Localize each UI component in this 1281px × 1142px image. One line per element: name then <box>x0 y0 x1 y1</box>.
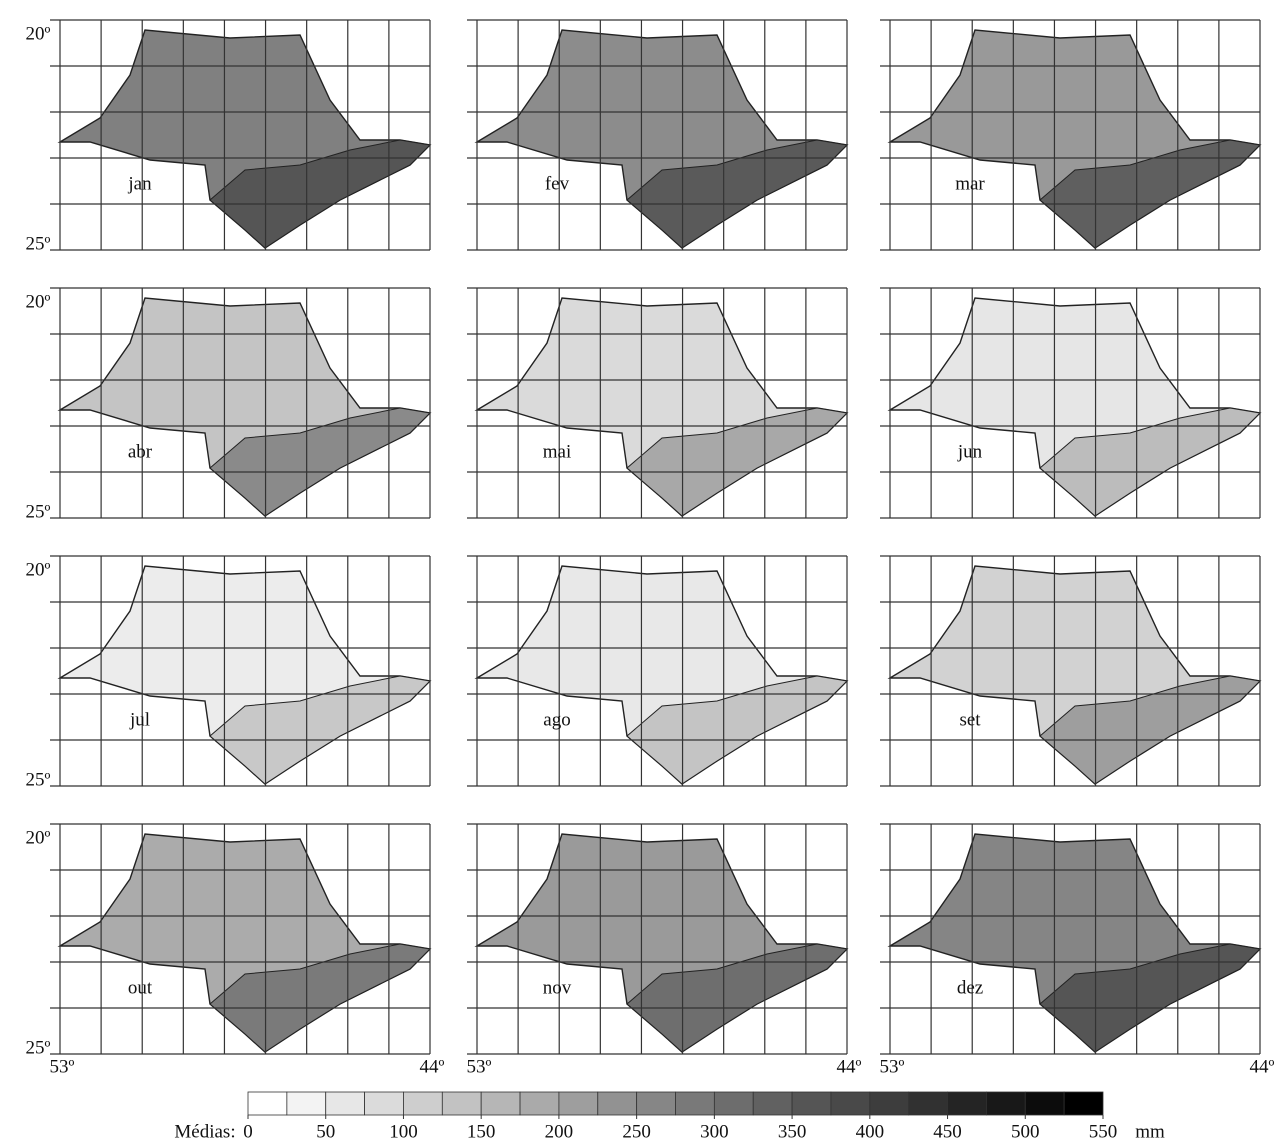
colorbar-segment <box>830 1091 871 1116</box>
colorbar-segment <box>636 1091 676 1116</box>
colorbar-segment <box>364 1091 404 1116</box>
month-label: ago <box>543 709 570 730</box>
colorbar-segment <box>1063 1091 1104 1116</box>
map-panel: abr <box>50 287 432 519</box>
colorbar-segment <box>403 1091 443 1116</box>
legend-unit: mm <box>1135 1121 1165 1142</box>
colorbar-segment <box>558 1091 599 1116</box>
colorbar-tick-label: 0 <box>243 1121 253 1142</box>
colorbar-tick-label: 350 <box>778 1121 807 1142</box>
colorbar-segment <box>247 1091 288 1116</box>
map-panel: nov <box>467 823 849 1055</box>
lat-label: 25º <box>26 1037 51 1058</box>
colorbar-segment <box>286 1091 327 1116</box>
month-label: set <box>959 709 981 730</box>
colorbar-segment <box>947 1091 987 1116</box>
month-label: jun <box>957 441 983 462</box>
month-label: jul <box>129 709 150 730</box>
colorbar-tick-label: 400 <box>856 1121 885 1142</box>
colorbar-segment <box>441 1091 482 1116</box>
colorbar-segment <box>480 1091 521 1116</box>
lon-label: 44º <box>837 1056 862 1077</box>
month-label: nov <box>543 977 572 998</box>
colorbar-tick-label: 200 <box>545 1121 574 1142</box>
colorbar-tick-label: 150 <box>467 1121 496 1142</box>
month-label: mar <box>955 173 985 194</box>
lat-label: 20º <box>26 23 51 44</box>
colorbar-segment <box>986 1091 1026 1116</box>
map-panel: jul <box>50 555 432 787</box>
month-label: mai <box>543 441 572 462</box>
colorbar-segment <box>869 1091 910 1116</box>
colorbar-tick-label: 550 <box>1089 1121 1118 1142</box>
colorbar-tick-label: 300 <box>700 1121 729 1142</box>
lon-label: 53º <box>467 1056 492 1077</box>
map-panel: mai <box>467 287 849 519</box>
lon-label: 44º <box>1250 1056 1275 1077</box>
map-panel: mar <box>880 19 1262 251</box>
colorbar-segment <box>1024 1091 1065 1116</box>
lat-label: 25º <box>26 501 51 522</box>
colorbar-segment <box>908 1091 948 1116</box>
colorbar-tick-label: 500 <box>1011 1121 1040 1142</box>
lat-label: 20º <box>26 291 51 312</box>
map-panel: ago <box>467 555 849 787</box>
colorbar-tick-label: 100 <box>389 1121 418 1142</box>
lon-label: 53º <box>880 1056 905 1077</box>
month-label: out <box>128 977 153 998</box>
month-label: dez <box>957 977 983 998</box>
month-label: jan <box>127 173 152 194</box>
colorbar-tick-label: 450 <box>933 1121 962 1142</box>
map-panel: dez <box>880 823 1262 1055</box>
colorbar-segment <box>597 1091 638 1116</box>
map-panel: jan <box>50 19 432 251</box>
colorbar-segment <box>713 1091 754 1116</box>
map-panel: jun <box>880 287 1262 519</box>
lat-label: 20º <box>26 559 51 580</box>
map-panel: out <box>50 823 432 1055</box>
lat-label: 25º <box>26 769 51 790</box>
colorbar-segment <box>519 1091 560 1116</box>
month-label: fev <box>545 173 570 194</box>
lat-label: 20º <box>26 827 51 848</box>
colorbar-segment <box>752 1091 793 1116</box>
colorbar-segment <box>325 1091 365 1116</box>
legend-label: Médias: <box>174 1121 235 1142</box>
lon-label: 44º <box>420 1056 445 1077</box>
lat-label: 25º <box>26 233 51 254</box>
map-panel: set <box>880 555 1262 787</box>
colorbar-tick-label: 50 <box>316 1121 335 1142</box>
colorbar-segment <box>675 1091 715 1116</box>
colorbar-tick-label: 250 <box>622 1121 651 1142</box>
colorbar-segment <box>791 1091 832 1116</box>
month-label: abr <box>128 441 153 462</box>
map-panel: fev <box>467 19 849 251</box>
lon-label: 53º <box>50 1056 75 1077</box>
